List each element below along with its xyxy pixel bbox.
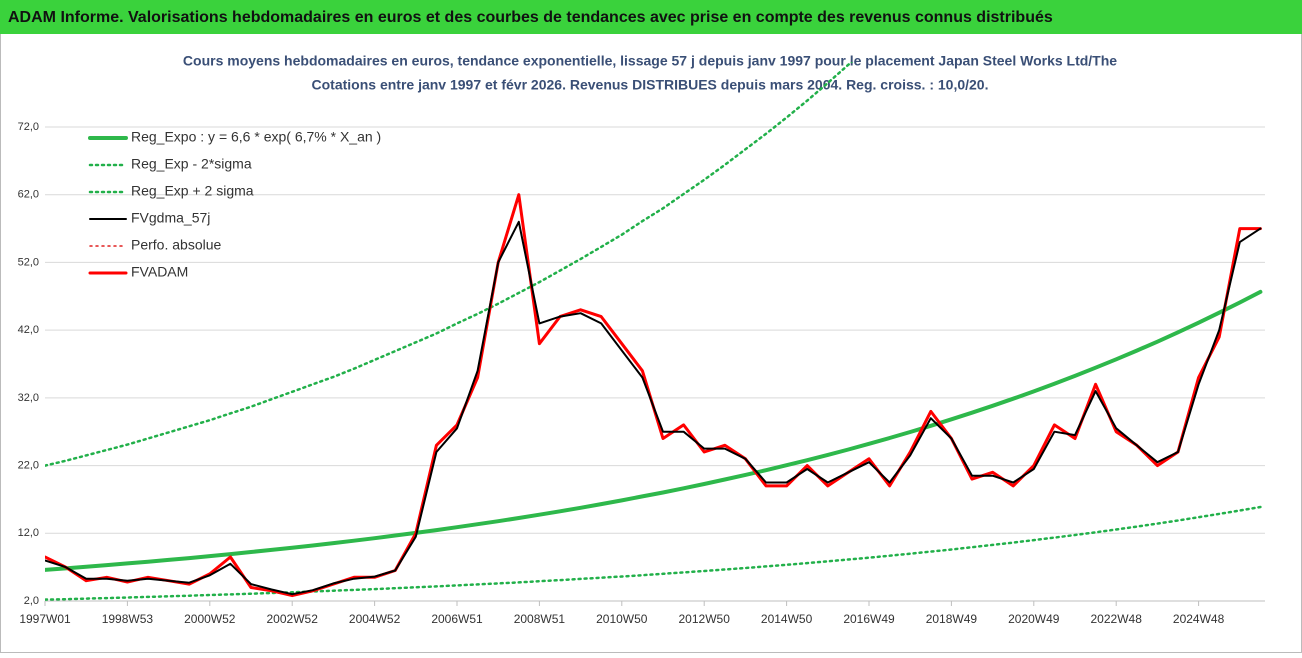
x-tick-label: 2012W50 — [679, 612, 731, 626]
chart-subtitle: Cotations entre janv 1997 et févr 2026. … — [312, 77, 989, 93]
x-tick-label: 1998W53 — [102, 612, 154, 626]
y-tick-label: 12,0 — [18, 527, 39, 539]
y-tick-label: 22,0 — [18, 459, 39, 471]
legend-label: FVgdma_57j — [131, 210, 210, 226]
x-tick-label: 2004W52 — [349, 612, 401, 626]
legend-label: Reg_Exp + 2 sigma — [131, 183, 254, 199]
y-tick-label: 42,0 — [18, 324, 39, 336]
chart-title: Cours moyens hebdomadaires en euros, ten… — [183, 53, 1117, 69]
series-line — [45, 289, 1263, 572]
plot — [45, 62, 1263, 601]
x-tick-label: 2002W52 — [267, 612, 319, 626]
x-tick-label: 2010W50 — [596, 612, 648, 626]
legend-label: Perfo. absolue — [131, 237, 221, 253]
series-line — [45, 220, 1262, 596]
legend-label: Reg_Exp - 2*sigma — [131, 156, 252, 172]
series-line — [45, 505, 1262, 601]
legend-label: Reg_Expo : y = 6,6 * exp( 6,7% * X_an ) — [131, 129, 381, 145]
x-tick-label: 2024W48 — [1173, 612, 1225, 626]
x-tick-label: 2022W48 — [1091, 612, 1143, 626]
y-tick-label: 62,0 — [18, 189, 39, 201]
x-tick-label: 2000W52 — [184, 612, 236, 626]
legend-label: FVADAM — [131, 264, 188, 280]
y-tick-label: 72,0 — [18, 121, 39, 133]
y-tick-label: 52,0 — [18, 256, 39, 268]
y-tick-label: 32,0 — [18, 392, 39, 404]
x-tick-label: 2018W49 — [926, 612, 978, 626]
x-tick-label: 2020W49 — [1008, 612, 1060, 626]
header: ADAM Informe. Valorisations hebdomadaire… — [8, 9, 1053, 26]
y-tick-label: 2,0 — [24, 595, 39, 607]
x-tick-label: 2006W51 — [431, 612, 483, 626]
series-line — [45, 62, 854, 467]
x-tick-label: 1997W01 — [19, 612, 71, 626]
x-tick-label: 2016W49 — [843, 612, 895, 626]
x-tick-label: 2014W50 — [761, 612, 813, 626]
header-bar — [0, 0, 1302, 34]
x-tick-label: 2008W51 — [514, 612, 566, 626]
